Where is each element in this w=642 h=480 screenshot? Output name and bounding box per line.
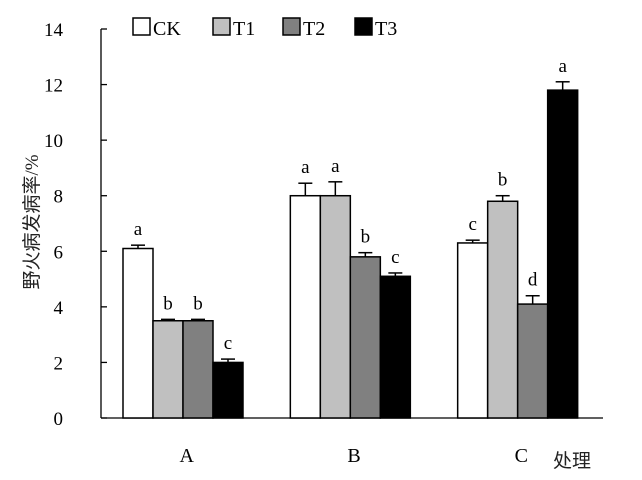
bar [122, 247, 154, 419]
x-axis-title: 处理 [553, 450, 591, 472]
legend-label: CK [153, 18, 181, 40]
bar [349, 256, 382, 419]
significance-label: b [163, 293, 173, 314]
bar [182, 320, 214, 419]
significance-label: c [468, 214, 476, 235]
bar [212, 361, 244, 419]
significance-label: a [558, 56, 567, 77]
bar [379, 275, 412, 419]
y-tick-label: 6 [54, 242, 64, 263]
y-tick-label: 12 [44, 76, 63, 97]
y-tick-label: 8 [54, 187, 64, 208]
y-tick-label: 0 [54, 409, 64, 430]
bar [319, 194, 352, 419]
significance-label: b [498, 170, 508, 191]
legend: CK T1 T2 T3 [132, 17, 397, 40]
y-axis-title: 野火病发病率/% [21, 154, 43, 289]
x-category-label: B [347, 445, 360, 467]
significance-label: a [301, 157, 310, 178]
bar [289, 194, 322, 419]
significance-label: a [134, 219, 143, 240]
legend-label: T3 [375, 18, 397, 40]
legend-swatch [132, 17, 151, 36]
legend-label: T1 [233, 18, 255, 40]
x-category-label: C [515, 445, 528, 467]
y-tick-label: 10 [44, 131, 63, 152]
significance-label: b [193, 293, 203, 314]
significance-label: b [361, 227, 371, 248]
x-axis: A B C [101, 417, 603, 467]
y-tick-label: 14 [44, 20, 64, 41]
significance-label: c [224, 333, 232, 354]
bar [486, 200, 519, 419]
bar [152, 320, 184, 419]
legend-swatch [212, 17, 231, 36]
legend-swatch [354, 17, 373, 36]
significance-label: a [331, 156, 340, 177]
legend-label: T2 [303, 18, 325, 40]
bar [516, 303, 549, 419]
significance-label: c [391, 247, 399, 268]
bar [546, 89, 579, 419]
x-category-label: A [179, 445, 194, 467]
y-tick-label: 4 [54, 298, 64, 319]
significance-label: d [528, 270, 538, 291]
bar [456, 242, 489, 419]
legend-swatch [282, 17, 301, 36]
y-tick-label: 2 [54, 353, 64, 374]
y-axis: 0 2 4 6 8 10 12 14 [44, 20, 107, 430]
